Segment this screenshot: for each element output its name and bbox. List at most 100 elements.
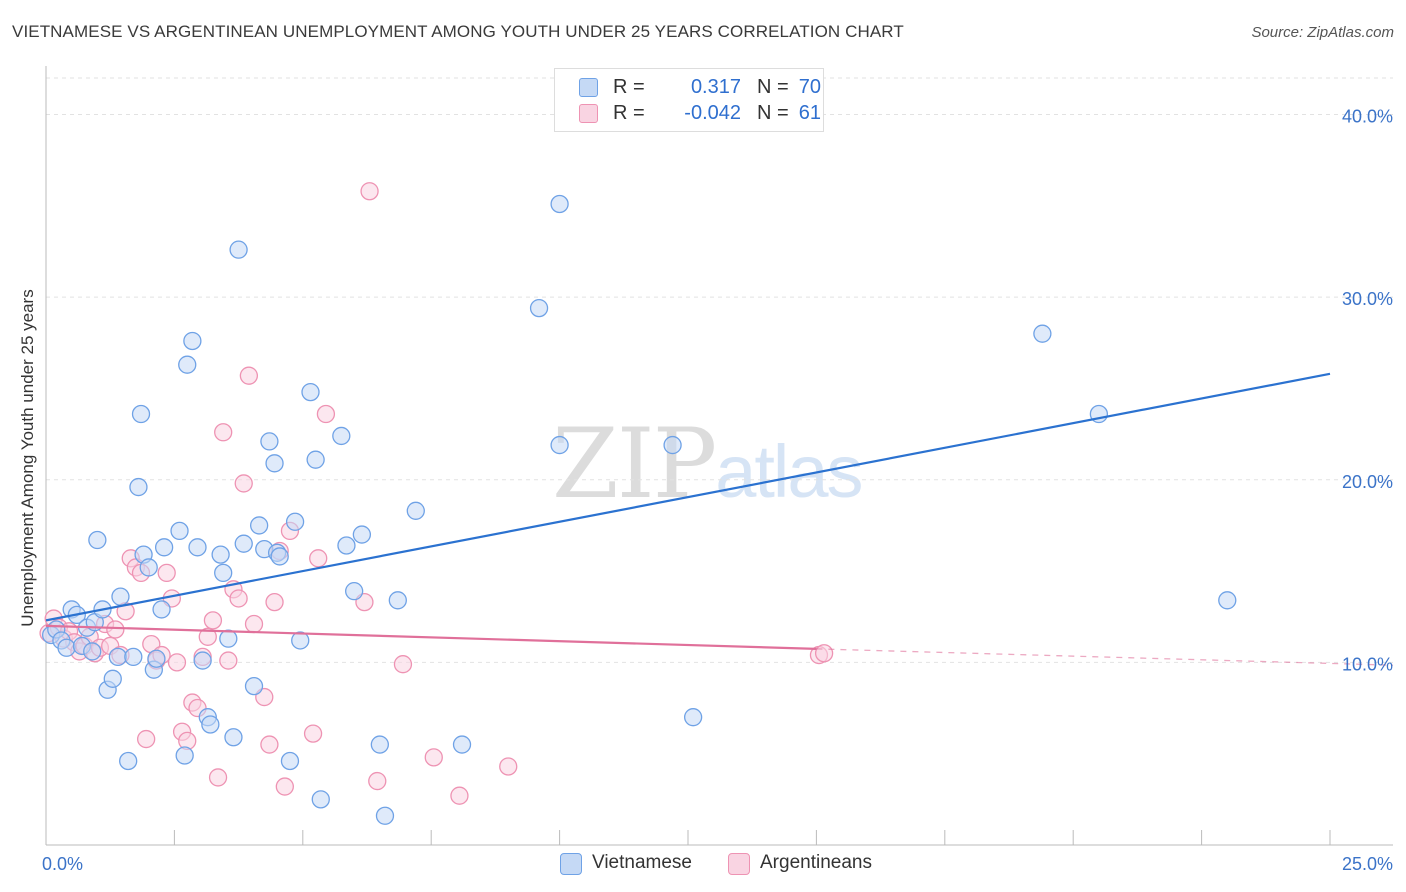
data-point	[106, 620, 125, 639]
data-point	[265, 592, 284, 612]
data-point	[663, 435, 682, 455]
data-point	[201, 715, 220, 734]
legend-n-label: N =	[757, 102, 789, 124]
data-point	[157, 563, 176, 583]
data-point	[229, 589, 248, 608]
data-point	[214, 423, 233, 442]
data-point	[260, 735, 279, 754]
data-point	[183, 331, 202, 351]
data-point	[111, 587, 130, 606]
data-point	[550, 194, 569, 214]
chart-title: VIETNAMESE VS ARGENTINEAN UNEMPLOYMENT A…	[12, 22, 904, 41]
legend-r-value: 0.317	[690, 76, 741, 98]
legend-swatch-argentineans	[579, 104, 598, 123]
data-point	[244, 614, 264, 634]
data-point	[370, 735, 389, 754]
data-point	[175, 746, 194, 765]
data-point	[152, 600, 171, 619]
data-point	[291, 631, 310, 650]
y-axis-label: Unemployment Among Youth under 25 years	[18, 289, 37, 627]
data-point	[1218, 591, 1237, 610]
legend-label-vietnamese: Vietnamese	[592, 852, 692, 873]
data-point	[139, 558, 158, 577]
data-point	[198, 627, 217, 646]
trend-lines	[45, 372, 1394, 666]
data-point	[57, 638, 76, 657]
legend-swatch-vietnamese	[560, 853, 582, 875]
watermark-atlas: atlas	[715, 430, 863, 513]
data-point	[270, 547, 289, 566]
data-point	[424, 748, 443, 767]
data-point	[393, 655, 413, 674]
data-point	[137, 729, 156, 749]
x-tick-label: 25.0%	[1342, 854, 1393, 874]
data-point	[234, 474, 253, 493]
series-argentineans-points	[39, 182, 834, 805]
data-point	[219, 651, 238, 670]
data-point	[280, 751, 300, 771]
data-point	[214, 563, 233, 583]
data-point	[129, 477, 148, 497]
data-point	[360, 182, 379, 201]
data-point	[337, 536, 356, 555]
data-point	[1033, 324, 1052, 343]
data-point	[147, 649, 166, 668]
legend-n-label: N =	[757, 76, 789, 98]
data-point	[309, 549, 328, 568]
data-point	[265, 454, 284, 473]
tick-labels: 10.0% 20.0% 30.0% 40.0% 0.0% 25.0%	[42, 107, 1393, 874]
data-point	[452, 735, 472, 754]
data-point	[683, 708, 703, 727]
data-point	[499, 757, 518, 776]
legend-swatch-vietnamese	[579, 78, 598, 97]
data-point	[316, 404, 336, 424]
data-point	[814, 644, 834, 663]
data-point	[103, 669, 122, 688]
trend-line-argentineans-extension	[816, 648, 1394, 666]
axes	[45, 66, 1393, 846]
data-point	[203, 611, 223, 630]
data-point	[188, 538, 207, 557]
legend-n-value: 61	[798, 102, 821, 124]
data-point	[88, 530, 107, 550]
legend-swatch-argentineans	[728, 853, 750, 875]
data-point	[154, 538, 174, 557]
data-point	[332, 426, 351, 446]
data-point	[124, 647, 143, 667]
y-tick-label: 30.0%	[1342, 289, 1393, 309]
watermark: ZIPatlas	[552, 408, 864, 520]
y-tick-label: 10.0%	[1342, 654, 1393, 674]
data-point	[275, 777, 294, 796]
y-tick-label: 20.0%	[1342, 472, 1393, 492]
data-point	[219, 629, 238, 648]
data-point	[208, 768, 228, 787]
data-point	[239, 366, 259, 385]
trend-line-argentineans	[45, 624, 817, 650]
data-point	[285, 512, 305, 531]
data-point	[345, 582, 364, 601]
data-point	[306, 450, 325, 469]
legend-label-argentineans: Argentineans	[760, 852, 872, 873]
legend-n-value: 70	[798, 76, 821, 98]
y-tick-label: 40.0%	[1342, 107, 1393, 127]
data-point	[234, 534, 253, 553]
data-point	[229, 240, 248, 259]
data-point	[529, 298, 549, 318]
data-point	[249, 516, 269, 535]
data-point	[388, 591, 407, 610]
data-point	[193, 651, 212, 670]
data-point	[170, 521, 189, 541]
data-point	[108, 647, 128, 667]
series-vietnamese-points	[41, 194, 1237, 825]
data-point	[406, 501, 425, 520]
legend-r-label: R =	[613, 102, 645, 124]
correlation-legend: R = 0.317 N = 70 R = -0.042 N = 61	[554, 68, 824, 132]
legend-r-value: -0.042	[684, 102, 741, 124]
data-point	[375, 806, 395, 825]
data-point	[311, 790, 330, 809]
data-point	[119, 751, 138, 771]
data-point	[83, 642, 102, 661]
data-point	[178, 355, 197, 374]
data-point	[550, 435, 569, 455]
data-point	[352, 525, 372, 544]
